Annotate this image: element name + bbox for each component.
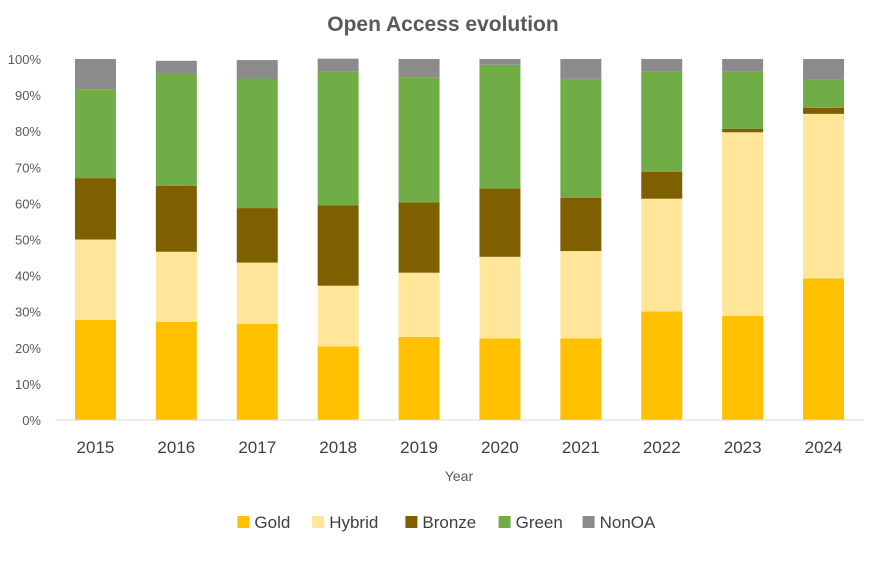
bar-segment-hybrid-2023	[722, 132, 764, 317]
bar-segment-nonoa-2018	[317, 58, 359, 72]
bar-segment-gold-2017	[236, 323, 278, 420]
legend-label-hybrid: Hybrid	[329, 513, 378, 532]
bar-segment-gold-2020	[479, 338, 521, 420]
bar-segment-green-2022	[641, 71, 683, 172]
bar-segment-bronze-2019	[398, 202, 440, 273]
bar-segment-hybrid-2020	[479, 256, 521, 339]
bar-segment-bronze-2020	[479, 188, 521, 257]
bar-segment-gold-2018	[317, 346, 359, 420]
y-tick-label: 30%	[15, 305, 41, 320]
bar-segment-nonoa-2024	[803, 59, 845, 80]
bar-segment-nonoa-2017	[236, 60, 278, 79]
bar-segment-hybrid-2015	[74, 239, 116, 321]
bar-segment-green-2017	[236, 78, 278, 209]
bar-segment-green-2015	[74, 89, 116, 179]
legend-swatch-gold	[237, 516, 250, 528]
bar-segment-nonoa-2021	[560, 59, 602, 79]
bar-segment-nonoa-2020	[479, 59, 521, 65]
bar-segment-green-2023	[722, 71, 764, 129]
bar-segment-nonoa-2015	[74, 59, 116, 90]
bar-segment-gold-2022	[641, 311, 683, 420]
x-tick-label: 2019	[400, 438, 438, 457]
bar-segment-gold-2015	[74, 320, 116, 420]
x-tick-label: 2023	[724, 438, 762, 457]
bar-segment-bronze-2022	[641, 171, 683, 199]
y-tick-label: 90%	[15, 88, 41, 103]
bar-segment-hybrid-2024	[803, 113, 845, 279]
y-tick-label: 10%	[15, 377, 41, 392]
y-tick-label: 0%	[22, 413, 41, 428]
y-axis-ticks: 0% 10% 20% 30% 40% 50% 60% 70% 80% 90% 100%	[8, 52, 42, 428]
bar-segment-hybrid-2021	[560, 251, 602, 339]
x-tick-label: 2018	[319, 438, 357, 457]
bar-segment-green-2024	[803, 79, 845, 108]
bar-segment-bronze-2015	[74, 178, 116, 240]
x-tick-label: 2016	[157, 438, 195, 457]
x-tick-label: 2021	[562, 438, 600, 457]
bar-segment-bronze-2023	[722, 128, 764, 133]
bar-segment-bronze-2017	[236, 208, 278, 263]
bar-segment-hybrid-2022	[641, 198, 683, 312]
x-tick-label: 2024	[805, 438, 843, 457]
y-tick-label: 60%	[15, 196, 41, 211]
y-tick-label: 80%	[15, 124, 41, 139]
bar-segment-gold-2021	[560, 338, 602, 420]
legend-label-gold: Gold	[254, 513, 290, 532]
bar-segment-nonoa-2019	[398, 59, 440, 78]
bar-segment-green-2020	[479, 64, 521, 189]
x-axis-label: Year	[445, 468, 474, 484]
bar-segment-gold-2016	[155, 321, 197, 420]
bar-segment-nonoa-2022	[641, 59, 683, 72]
bar-segment-green-2018	[317, 71, 359, 206]
bar-segment-green-2021	[560, 78, 602, 198]
bars	[74, 58, 845, 420]
bar-segment-bronze-2021	[560, 197, 602, 252]
x-tick-label: 2022	[643, 438, 681, 457]
bar-segment-hybrid-2019	[398, 272, 440, 337]
y-tick-label: 40%	[15, 269, 41, 284]
bar-segment-bronze-2024	[803, 107, 845, 114]
legend-label-green: Green	[516, 513, 563, 532]
legend-swatch-green	[498, 516, 511, 528]
bar-segment-hybrid-2016	[155, 251, 197, 322]
legend-swatch-bronze	[405, 516, 418, 528]
bar-segment-green-2019	[398, 77, 440, 203]
bar-segment-gold-2024	[803, 278, 845, 420]
bar-segment-hybrid-2017	[236, 262, 278, 324]
legend: Gold Hybrid Bronze Green NonOA	[237, 513, 656, 532]
bar-segment-gold-2023	[722, 316, 764, 420]
bar-segment-bronze-2016	[155, 185, 197, 252]
legend-swatch-nonoa	[582, 516, 595, 528]
chart-title: Open Access evolution	[327, 13, 558, 36]
legend-swatch-hybrid	[312, 516, 325, 528]
bar-segment-green-2016	[155, 73, 197, 186]
y-tick-label: 20%	[15, 341, 41, 356]
y-tick-label: 100%	[8, 52, 42, 67]
bar-segment-nonoa-2023	[722, 59, 764, 72]
x-tick-label: 2020	[481, 438, 519, 457]
legend-label-bronze: Bronze	[422, 513, 476, 532]
legend-label-nonoa: NonOA	[600, 513, 656, 532]
bar-segment-gold-2019	[398, 336, 440, 420]
bar-segment-bronze-2018	[317, 205, 359, 286]
y-tick-label: 50%	[15, 233, 41, 248]
x-tick-label: 2015	[77, 438, 115, 457]
x-axis-ticks: 2015 2016 2017 2018 2019 2020 2021 2022 2023 2024	[77, 438, 843, 457]
x-tick-label: 2017	[238, 438, 276, 457]
bar-segment-hybrid-2018	[317, 285, 359, 347]
y-tick-label: 70%	[15, 160, 41, 175]
bar-segment-nonoa-2016	[155, 60, 197, 74]
